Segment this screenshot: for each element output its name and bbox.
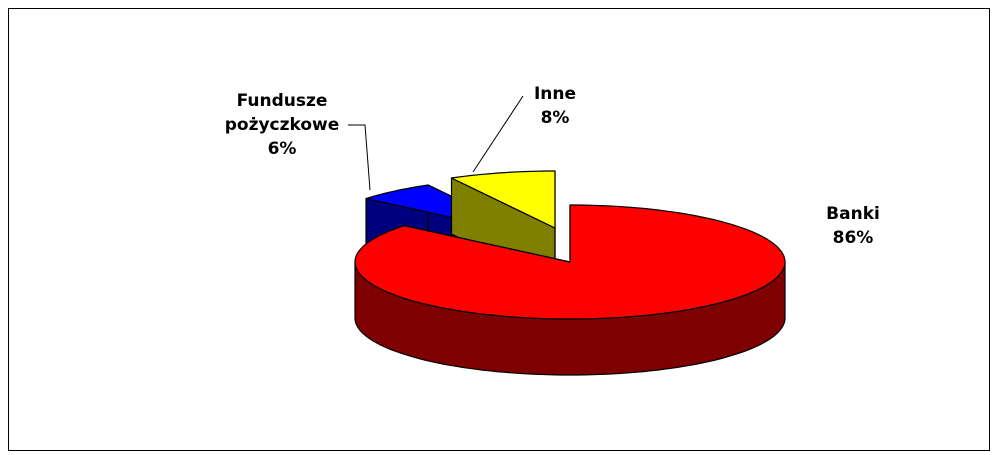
label-name: Inne [533,84,577,104]
slice-label: Inne 8% [510,82,600,130]
leader-line [348,124,371,191]
leader-line [472,95,524,173]
slice-label: Fundusze pożyczkowe 6% [207,89,357,161]
label-name: Fundusze pożyczkowe [224,91,340,135]
slice [354,204,786,320]
label-value: 8% [540,108,570,128]
slice [450,170,556,229]
label-name: Banki [826,204,880,224]
slice-label: Banki 86% [808,202,898,250]
label-value: 6% [267,139,297,159]
label-value: 86% [832,228,874,248]
